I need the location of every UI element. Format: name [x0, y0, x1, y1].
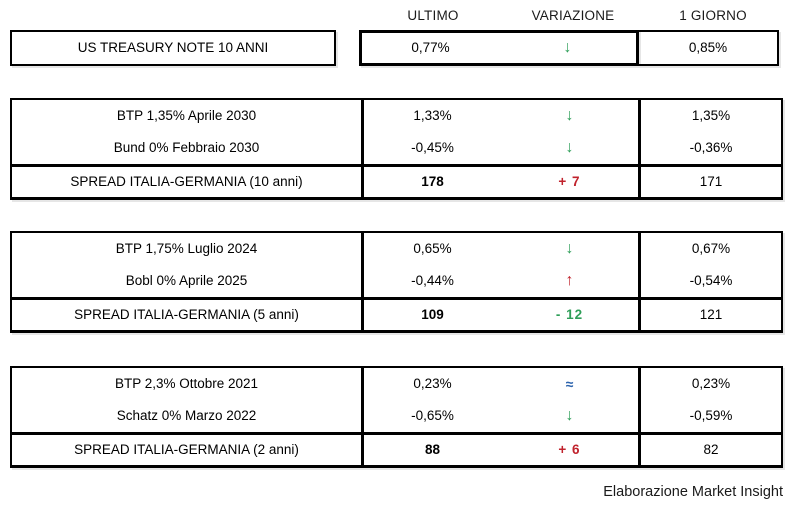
instrument-label: BTP 1,35% Aprile 2030	[116, 108, 257, 124]
giorno-value: 0,85%	[639, 30, 779, 66]
instrument-label: Schatz 0% Marzo 2022	[116, 408, 257, 424]
rates-table-us-treasury: US TREASURY NOTE 10 ANNI 0,77% ↓ 0,85%	[10, 30, 783, 66]
spread-giorno-value: 171	[699, 174, 723, 190]
giorno-value: -0,36%	[689, 140, 733, 156]
instrument-label: BTP 2,3% Ottobre 2021	[114, 376, 259, 392]
table-row: BTP 2,3% Ottobre 2021 0,23% ≈ 0,23%	[12, 368, 781, 400]
ultimo-value: 1,33%	[361, 100, 501, 132]
spread-change-value: + 6	[501, 435, 641, 465]
column-header-variazione: VARIAZIONE	[531, 8, 615, 23]
down-arrow-icon: ↓	[563, 39, 572, 56]
ultimo-value: 0,77%	[411, 40, 450, 56]
up-arrow-icon: ↑	[501, 265, 641, 297]
spread-row: SPREAD ITALIA-GERMANIA (5 anni) 109 - 12…	[12, 297, 781, 330]
spread-change-value: - 12	[501, 300, 641, 330]
spread-label: SPREAD ITALIA-GERMANIA (10 anni)	[70, 174, 303, 190]
spread-label: SPREAD ITALIA-GERMANIA (5 anni)	[74, 307, 299, 323]
down-arrow-icon: ↓	[501, 100, 641, 132]
column-header-ultimo: ULTIMO	[407, 8, 459, 23]
giorno-value: 0,67%	[691, 241, 731, 257]
instrument-label: US TREASURY NOTE 10 ANNI	[10, 30, 336, 66]
value-box: 0,77% ↓	[359, 30, 639, 66]
ultimo-value: -0,65%	[361, 400, 501, 432]
down-arrow-icon: ↓	[501, 132, 641, 164]
ultimo-value: -0,44%	[361, 265, 501, 297]
column-header-row: ULTIMO VARIAZIONE 1 GIORNO	[363, 0, 783, 26]
table-row: Bund 0% Febbraio 2030 -0,45% ↓ -0,36%	[12, 132, 781, 164]
spread-row: SPREAD ITALIA-GERMANIA (2 anni) 88 + 6 8…	[12, 432, 781, 465]
rates-table-2-anni: BTP 2,3% Ottobre 2021 0,23% ≈ 0,23% Scha…	[10, 366, 783, 468]
spread-change-value: + 7	[501, 167, 641, 197]
spread-giorno-value: 121	[699, 307, 723, 323]
credit-line: Elaborazione Market Insight	[603, 484, 783, 500]
table-row: BTP 1,35% Aprile 2030 1,33% ↓ 1,35%	[12, 100, 781, 132]
rates-table-5-anni: BTP 1,75% Luglio 2024 0,65% ↓ 0,67% Bobl…	[10, 231, 783, 333]
spacer	[336, 30, 359, 66]
down-arrow-icon: ↓	[501, 400, 641, 432]
table-row: Bobl 0% Aprile 2025 -0,44% ↑ -0,54%	[12, 265, 781, 297]
spread-row: SPREAD ITALIA-GERMANIA (10 anni) 178 + 7…	[12, 164, 781, 197]
bond-rates-report: ULTIMO VARIAZIONE 1 GIORNO US TREASURY N…	[10, 0, 783, 500]
table-row: Schatz 0% Marzo 2022 -0,65% ↓ -0,59%	[12, 400, 781, 432]
instrument-label: Bobl 0% Aprile 2025	[125, 273, 248, 289]
giorno-value: -0,54%	[689, 273, 733, 289]
giorno-value: -0,59%	[689, 408, 733, 424]
giorno-value: 0,23%	[691, 376, 731, 392]
ultimo-value: 0,23%	[361, 368, 501, 400]
approx-equal-icon: ≈	[501, 368, 641, 400]
spread-ultimo-value: 109	[361, 300, 501, 330]
giorno-value: 1,35%	[691, 108, 731, 124]
spread-ultimo-value: 178	[361, 167, 501, 197]
instrument-label: Bund 0% Febbraio 2030	[113, 140, 260, 156]
ultimo-value: -0,45%	[361, 132, 501, 164]
spread-ultimo-value: 88	[361, 435, 501, 465]
spread-label: SPREAD ITALIA-GERMANIA (2 anni)	[74, 442, 299, 458]
ultimo-value: 0,65%	[361, 233, 501, 265]
table-row: BTP 1,75% Luglio 2024 0,65% ↓ 0,67%	[12, 233, 781, 265]
instrument-label: BTP 1,75% Luglio 2024	[115, 241, 258, 257]
rates-table-10-anni: BTP 1,35% Aprile 2030 1,33% ↓ 1,35% Bund…	[10, 98, 783, 200]
down-arrow-icon: ↓	[501, 233, 641, 265]
spread-giorno-value: 82	[703, 442, 719, 458]
column-header-1-giorno: 1 GIORNO	[679, 8, 747, 23]
